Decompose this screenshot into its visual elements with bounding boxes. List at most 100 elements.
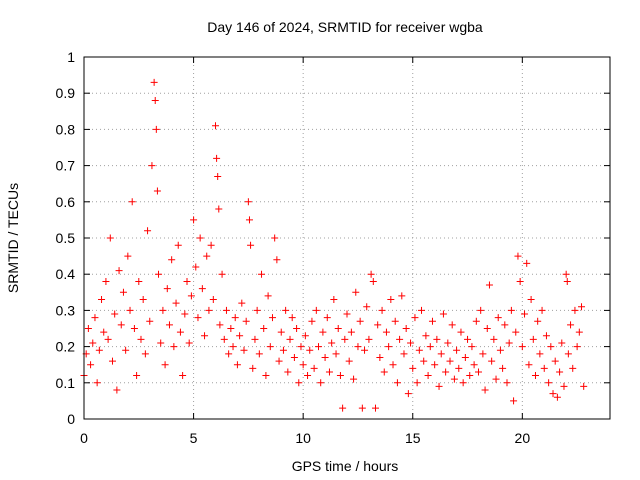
y-tick-label: 0.5 — [56, 230, 76, 246]
data-point — [494, 314, 502, 322]
data-point — [461, 353, 469, 361]
data-point — [323, 314, 331, 322]
data-point — [159, 306, 167, 314]
data-point — [275, 357, 283, 365]
data-point — [398, 292, 406, 300]
data-point — [157, 339, 165, 347]
data-point — [113, 386, 121, 394]
data-point — [170, 343, 178, 351]
data-point — [433, 335, 441, 343]
data-point — [321, 353, 329, 361]
data-point — [510, 397, 518, 405]
data-point — [130, 325, 138, 332]
data-point — [213, 154, 221, 162]
data-point — [409, 364, 417, 372]
data-point — [571, 306, 579, 314]
data-point — [100, 328, 108, 336]
data-point — [385, 343, 393, 351]
data-point — [117, 321, 125, 329]
x-tick-label: 20 — [515, 430, 531, 446]
data-point — [260, 325, 268, 332]
data-point — [284, 368, 292, 376]
data-point — [290, 353, 298, 361]
data-point — [255, 350, 263, 358]
data-point — [396, 335, 404, 343]
data-point — [95, 346, 103, 354]
data-point — [155, 270, 163, 278]
data-point — [369, 277, 377, 285]
data-point — [488, 357, 496, 365]
data-point — [153, 187, 161, 195]
data-point — [551, 357, 559, 365]
data-point — [207, 241, 215, 249]
x-tick-label: 5 — [190, 430, 198, 446]
x-tick-label: 15 — [405, 430, 421, 446]
data-point — [231, 314, 239, 322]
data-point — [279, 346, 287, 354]
data-point — [185, 339, 193, 347]
data-point — [407, 339, 415, 347]
data-point — [122, 346, 130, 354]
data-point — [556, 368, 564, 376]
data-point — [446, 357, 454, 365]
data-point — [161, 361, 169, 369]
data-point — [198, 285, 206, 293]
data-point — [201, 332, 209, 340]
data-point — [271, 234, 279, 242]
data-point — [472, 317, 480, 325]
data-point — [553, 393, 561, 401]
data-point — [236, 332, 244, 340]
data-point — [371, 404, 379, 412]
data-point — [87, 361, 95, 369]
data-point — [547, 343, 555, 351]
data-point — [448, 321, 456, 329]
data-point — [439, 310, 447, 318]
data-point — [196, 234, 204, 242]
data-point — [84, 325, 92, 332]
data-point — [179, 372, 187, 380]
y-tick-label: 1 — [67, 49, 75, 65]
data-point — [563, 277, 571, 285]
axis-ticks: 00.10.20.30.40.50.60.70.80.910 5 10 15 20 — [56, 49, 610, 446]
data-point — [253, 306, 261, 314]
data-point — [413, 379, 421, 387]
data-point — [564, 350, 572, 358]
data-point — [363, 303, 371, 311]
data-points — [80, 78, 588, 412]
data-point — [319, 328, 327, 336]
data-point — [137, 335, 145, 343]
data-point — [187, 292, 195, 300]
data-point — [404, 390, 412, 398]
data-point — [249, 364, 257, 372]
data-point — [345, 357, 353, 365]
y-tick-label: 0.7 — [56, 158, 76, 174]
data-point — [163, 285, 171, 293]
data-point — [560, 382, 568, 390]
data-point — [455, 364, 463, 372]
data-point — [534, 317, 542, 325]
data-point — [119, 288, 127, 296]
data-point — [437, 350, 445, 358]
data-point — [293, 325, 301, 332]
data-point — [301, 332, 309, 340]
data-point — [505, 339, 513, 347]
data-point — [527, 296, 535, 304]
data-point — [578, 303, 586, 311]
data-point — [481, 386, 489, 394]
data-point — [268, 314, 276, 322]
data-point — [545, 379, 553, 387]
data-point — [376, 353, 384, 361]
data-point — [499, 364, 507, 372]
data-point — [229, 343, 237, 351]
data-point — [192, 263, 200, 271]
data-point — [418, 306, 426, 314]
data-point — [174, 241, 182, 249]
data-point — [247, 241, 255, 249]
y-tick-label: 0 — [67, 411, 75, 427]
chart-title: Day 146 of 2024, SRMTID for receiver wgb… — [207, 19, 483, 35]
data-point — [391, 317, 399, 325]
data-point — [148, 162, 156, 170]
data-point — [108, 357, 116, 365]
data-point — [492, 375, 500, 383]
y-tick-label: 0.9 — [56, 85, 76, 101]
